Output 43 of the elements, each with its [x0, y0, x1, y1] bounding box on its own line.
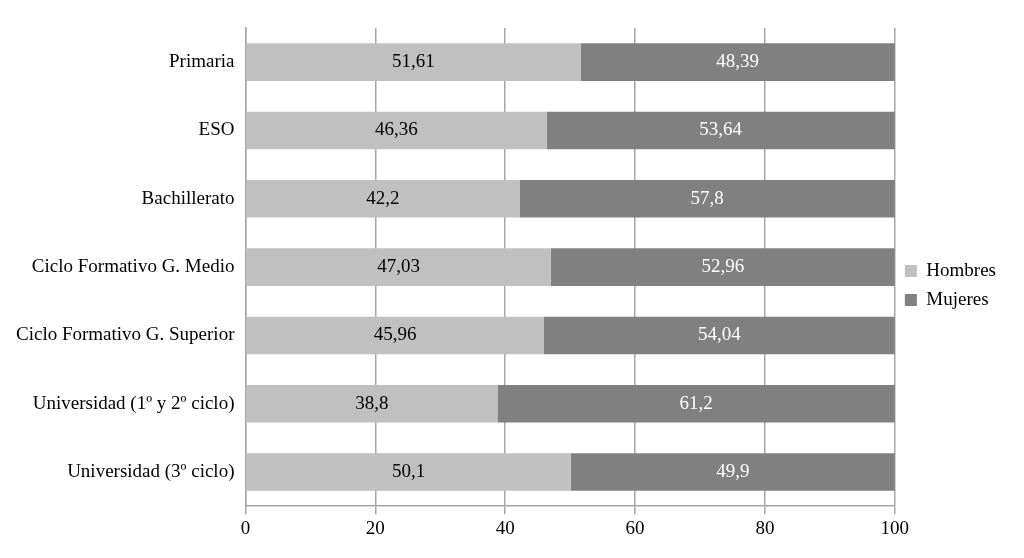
- x-tick-label: 0: [240, 516, 251, 538]
- data-label: 53,64: [699, 118, 743, 140]
- data-label: 48,39: [716, 50, 760, 72]
- data-label: 50,1: [391, 460, 426, 482]
- bar: [246, 453, 571, 491]
- y-tick-label: Primaria: [169, 50, 236, 72]
- bar: [246, 111, 547, 150]
- data-label: 46,36: [375, 118, 418, 140]
- bar: [550, 248, 895, 286]
- bar: [543, 316, 895, 355]
- bar: [546, 111, 895, 150]
- y-tick-label: ESO: [198, 118, 235, 140]
- data-label: 47,03: [377, 255, 420, 277]
- bar: [246, 43, 581, 81]
- bar: [246, 248, 551, 286]
- x-tick-label: 40: [495, 516, 515, 538]
- x-tick-label: 100: [880, 516, 910, 538]
- bar: [497, 384, 895, 423]
- data-label: 52,96: [701, 255, 745, 277]
- y-tick-label: Universidad (1º y 2º ciclo): [32, 391, 235, 414]
- data-label: 61,2: [679, 391, 713, 413]
- data-label: 49,9: [716, 460, 750, 482]
- x-tick-label: 60: [625, 516, 645, 538]
- data-label: 51,61: [392, 50, 435, 72]
- bar: [246, 180, 520, 218]
- x-tick-label: 80: [755, 516, 775, 538]
- bar: [246, 316, 544, 355]
- data-label: 45,96: [373, 323, 417, 345]
- bar: [519, 180, 895, 218]
- y-tick-label: Bachillerato: [141, 186, 235, 208]
- x-tick-label: 20: [365, 516, 385, 538]
- data-label: 54,04: [698, 323, 742, 345]
- legend-label: Mujeres: [926, 287, 989, 309]
- bar: [580, 43, 895, 81]
- data-label: 57,8: [690, 186, 724, 208]
- legend-label: Hombres: [926, 258, 996, 280]
- y-tick-label: Ciclo Formativo G. Superior: [16, 323, 236, 345]
- data-label: 38,8: [355, 391, 389, 413]
- y-tick-label: Universidad (3º ciclo): [67, 460, 235, 483]
- data-label: 42,2: [366, 186, 400, 208]
- bar: [570, 453, 895, 491]
- y-tick-label: Ciclo Formativo G. Medio: [31, 255, 235, 277]
- bar: [246, 384, 498, 423]
